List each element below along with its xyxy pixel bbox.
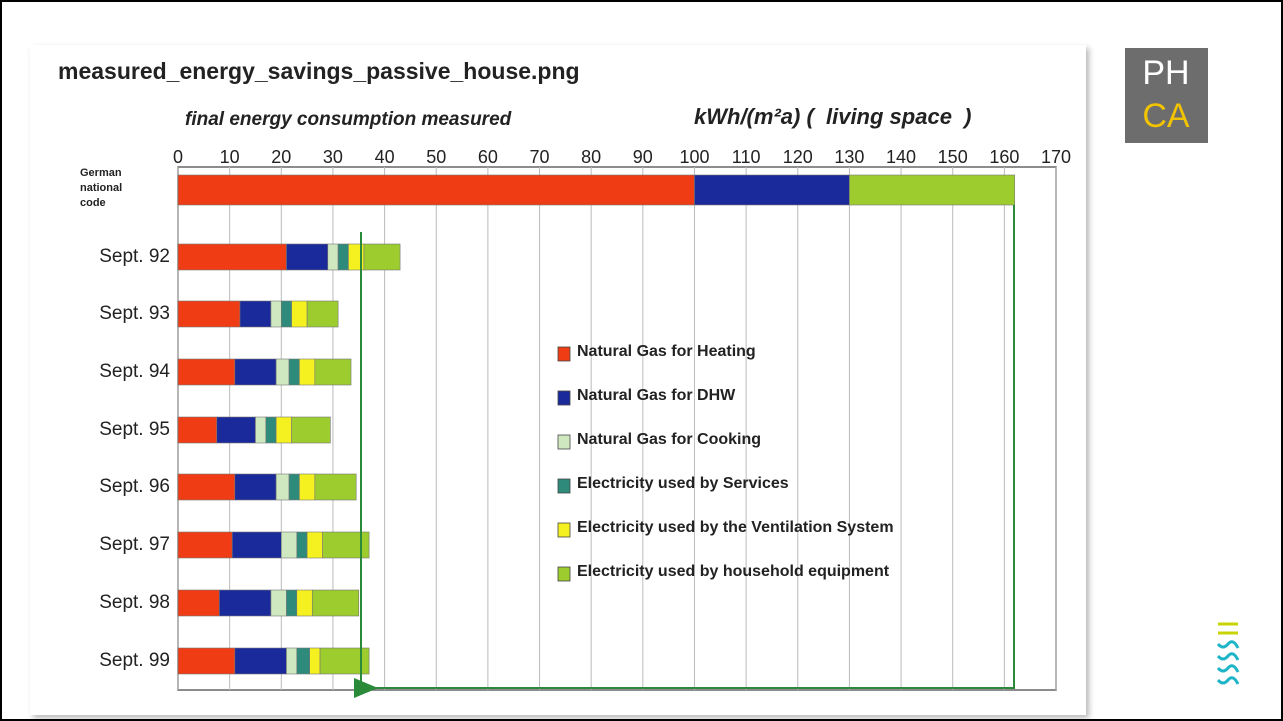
x-tick-label: 30	[323, 147, 343, 167]
x-tick-label: 50	[426, 147, 446, 167]
x-label: final energy consumption measured	[185, 109, 512, 130]
bar-segment	[291, 300, 308, 328]
bar-segment	[311, 589, 360, 617]
logo-bottom: CA	[1142, 97, 1190, 135]
bar-segment	[234, 473, 277, 501]
x-tick-label: 40	[375, 147, 395, 167]
bar-segment	[275, 473, 290, 501]
category-label-box: German national code	[80, 167, 123, 209]
logo-box	[1125, 48, 1208, 143]
bar-segment	[849, 174, 1015, 206]
bar-segment	[177, 174, 695, 206]
unit-label: kWh/(m²a) ( living space )	[694, 104, 971, 129]
x-tick-label: 80	[581, 147, 601, 167]
x-tick-label: 10	[220, 147, 240, 167]
bar-segment	[286, 647, 298, 675]
arrow-line	[354, 205, 1015, 698]
y-tick-label: Sept. 94	[99, 361, 170, 382]
bar-segment	[299, 473, 316, 501]
bar-segment	[296, 589, 313, 617]
x-tick-label: 20	[271, 147, 291, 167]
bar-segment	[306, 531, 323, 559]
bar-segment	[280, 300, 292, 328]
bar-segment	[177, 358, 236, 386]
x-tick-label: 90	[633, 147, 653, 167]
y-tick-label: Sept. 97	[99, 534, 170, 555]
bar-segment	[219, 589, 272, 617]
bar-segment	[314, 358, 352, 386]
legend-label: Electricity used by household equipment	[577, 563, 890, 580]
corner-icon	[1216, 622, 1240, 685]
legend-swatch	[557, 522, 571, 538]
x-tick-label: 170	[1041, 147, 1071, 167]
bar-segment	[270, 300, 282, 328]
x-tick-label: 100	[679, 147, 709, 167]
legend-swatch	[557, 566, 571, 582]
y-tick-label: Sept. 93	[99, 303, 170, 324]
legend-swatch	[557, 346, 571, 362]
legend-swatch	[557, 478, 571, 494]
bar-segment	[231, 531, 282, 559]
x-tick-label: 110	[732, 147, 761, 167]
bar-segment	[216, 416, 256, 444]
y-tick-label: Sept. 99	[99, 650, 170, 671]
bar-segment	[177, 473, 236, 501]
legend-label: Electricity used by the Ventilation Syst…	[577, 519, 894, 536]
legend-label: Natural Gas for Cooking	[577, 431, 761, 448]
bar-segment	[255, 416, 267, 444]
bar-segment	[270, 589, 287, 617]
bar-segment	[306, 300, 339, 328]
bar-segment	[177, 300, 241, 328]
bar-segment	[265, 416, 277, 444]
bar-segment	[234, 647, 287, 675]
bar-segment	[288, 473, 300, 501]
bar-segment	[177, 243, 287, 271]
legend-swatch	[557, 434, 571, 450]
y-tick-label: Sept. 95	[99, 419, 170, 440]
x-tick-label: 150	[938, 147, 968, 167]
bar-segment	[275, 358, 290, 386]
bar-segment	[337, 243, 349, 271]
bar-segment	[177, 647, 236, 675]
bar-segment	[296, 531, 308, 559]
legend-label: Electricity used by Services	[577, 475, 789, 492]
x-tick-label: 160	[989, 147, 1019, 167]
bar-segment	[322, 531, 370, 559]
bar-segment	[177, 416, 218, 444]
y-tick-label: Sept. 96	[99, 476, 170, 497]
legend-swatch	[557, 390, 571, 406]
bar-segment	[286, 243, 329, 271]
bar-segment	[296, 647, 311, 675]
legend-label: Natural Gas for DHW	[577, 387, 736, 404]
bar-segment	[327, 243, 339, 271]
bar-segment	[314, 473, 357, 501]
bar-segment	[299, 358, 316, 386]
bar-segment	[239, 300, 272, 328]
x-tick-label: 140	[886, 147, 916, 167]
y-tick-label: German national code	[80, 167, 123, 209]
y-tick-label: Sept. 98	[99, 592, 170, 613]
x-tick-label: 0	[173, 147, 183, 167]
bar-segment	[275, 416, 292, 444]
x-tick-label: 130	[834, 147, 864, 167]
logo-top: PH	[1142, 54, 1189, 92]
bar-segment	[177, 589, 220, 617]
bar-segment	[291, 416, 331, 444]
bar-segment	[288, 358, 300, 386]
bar-segment	[177, 531, 233, 559]
bar-segment	[280, 531, 298, 559]
x-tick-label: 120	[783, 147, 813, 167]
chart-title: measured_energy_savings_passive_house.pn…	[58, 58, 580, 84]
x-tick-label: 60	[478, 147, 498, 167]
legend-label: Natural Gas for Heating	[577, 343, 756, 360]
bar-segment	[234, 358, 277, 386]
bar-segment	[694, 174, 850, 206]
y-tick-label: Sept. 92	[99, 246, 170, 267]
bar-segment	[363, 243, 401, 271]
bar-segment	[309, 647, 321, 675]
bar-segment	[286, 589, 298, 617]
x-tick-label: 70	[530, 147, 550, 167]
